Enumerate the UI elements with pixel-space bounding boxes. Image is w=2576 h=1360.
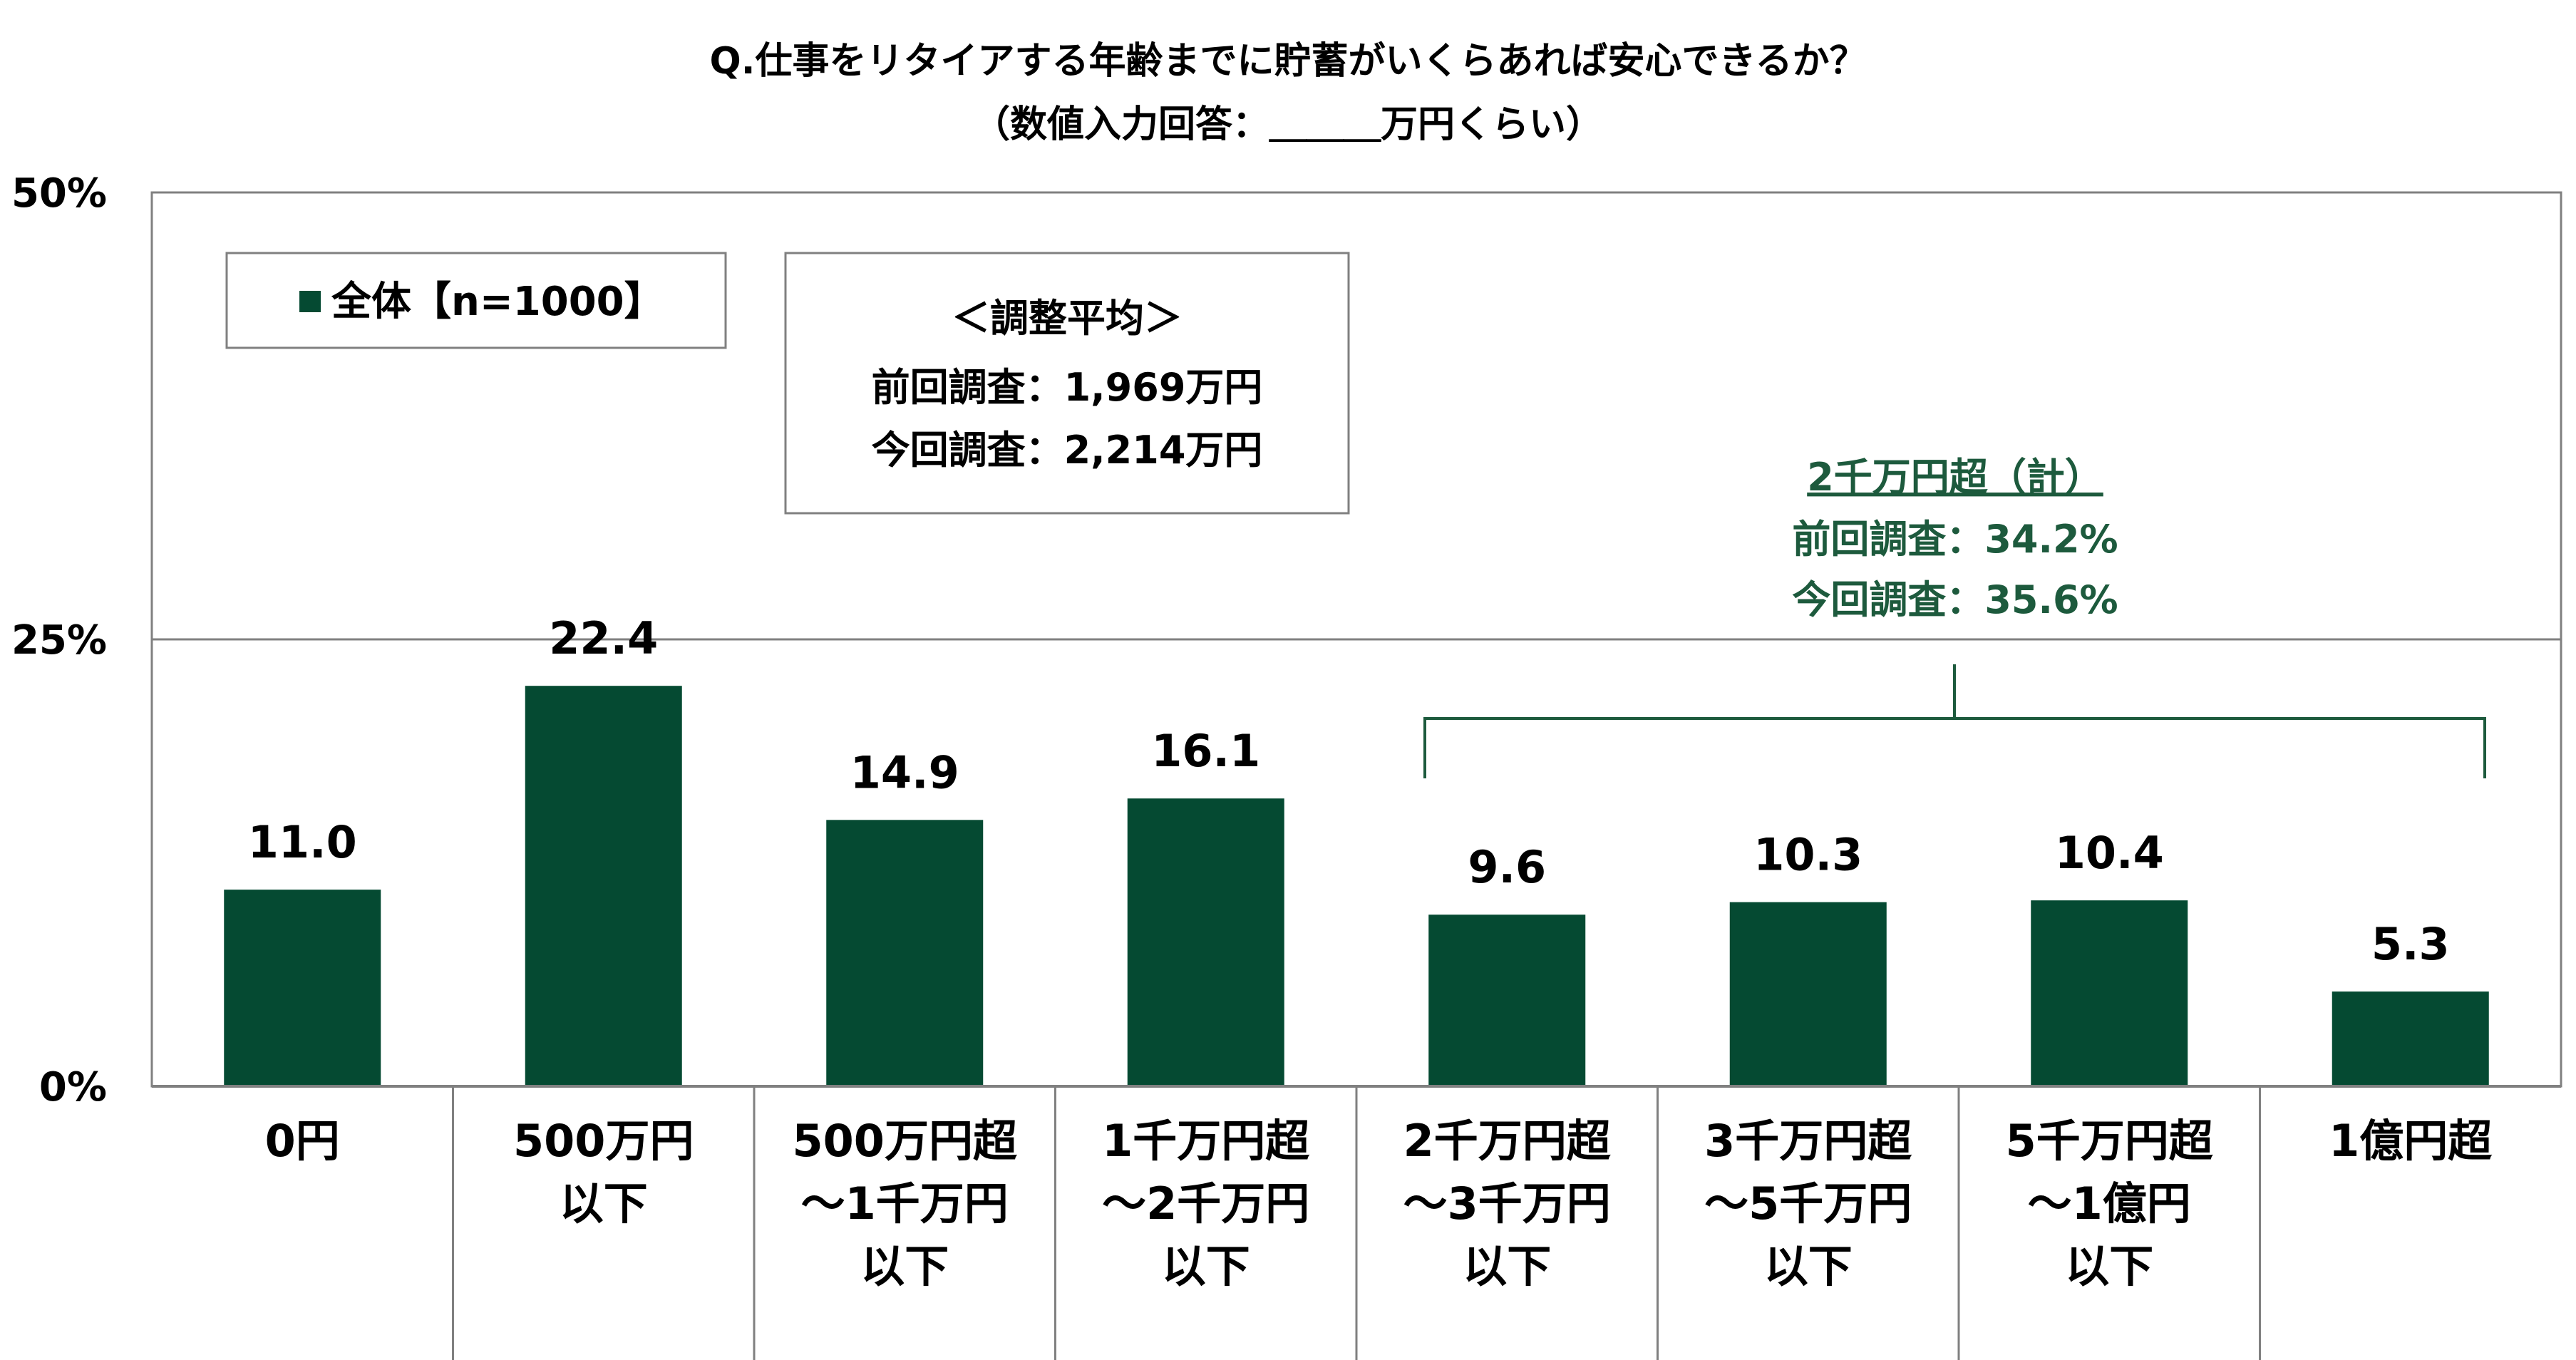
average-current: 今回調査：2,214万円 — [872, 428, 1263, 473]
category-label: 2千万円超 ～3千万円以下 — [1403, 1115, 1612, 1292]
category-label-line: 以下 — [1162, 1240, 1250, 1292]
data-label: 10.4 — [2055, 827, 2164, 879]
category-label-line: ～1千万円 — [801, 1178, 1009, 1230]
group-note-current: 今回調査：35.6% — [1792, 577, 2118, 622]
x-axis-categories: 0円 500万円以下500万円超～1千万円以下1千万円超～2千万円以下2千万円超～… — [265, 1086, 2493, 1360]
y-tick-label: 50% — [11, 170, 107, 217]
bar — [2332, 991, 2489, 1086]
data-label: 16.1 — [1151, 725, 1260, 777]
category-label-line: ～2千万円 — [1102, 1178, 1309, 1230]
category-label-line: ～3千万円 — [1403, 1178, 1611, 1230]
category-label-line: 以下 — [1764, 1240, 1853, 1292]
category-label: 5千万円超 ～1億円以下 — [2006, 1115, 2214, 1292]
bar — [1729, 902, 1887, 1086]
bar — [224, 890, 381, 1086]
group-bracket — [1423, 664, 2486, 778]
data-label: 14.9 — [850, 746, 959, 798]
bar — [2031, 900, 2188, 1086]
category-label-line: 以下 — [2065, 1240, 2153, 1292]
y-axis-ticks: 0% 25% 50% — [11, 170, 107, 1111]
category-label: 0円 — [265, 1115, 340, 1167]
category-label: 1億円超 — [2329, 1115, 2493, 1167]
data-labels: 11.0 22.4 14.9 16.1 9.6 10.3 10.4 5.3 — [248, 612, 2450, 970]
bar — [525, 686, 682, 1086]
category-label-line: ～5千万円 — [1704, 1178, 1912, 1230]
y-tick-label: 0% — [39, 1064, 107, 1111]
chart-title-line1: Q.仕事をリタイアする年齢までに貯蓄がいくらあれば安心できるか？ — [710, 40, 1867, 83]
category-label-line: 以下 — [560, 1178, 648, 1230]
category-label-line: 3千万円超 — [1704, 1115, 1912, 1167]
category-label-line: 1億円超 — [2329, 1115, 2493, 1167]
category-label-line: 500万円 — [513, 1115, 694, 1167]
category-label-line: 以下 — [860, 1240, 949, 1292]
category-label: 500万円超 ～1千万円以下 — [793, 1115, 1018, 1292]
average-box-frame — [784, 252, 1350, 515]
bar — [1127, 798, 1284, 1086]
category-label-line: 0円 — [265, 1115, 340, 1167]
legend: 全体【n=1000】 — [225, 252, 727, 349]
data-label: 9.6 — [1468, 841, 1546, 893]
chart-title-line2: （数値入力回答：＿＿＿万円くらい） — [973, 103, 1603, 146]
group-note-heading: 2千万円超（計） — [1807, 455, 2103, 500]
category-label-line: 2千万円超 — [1403, 1115, 1612, 1167]
category-label: 500万円以下 — [513, 1115, 694, 1230]
data-label: 5.3 — [2371, 918, 2450, 970]
data-label: 11.0 — [248, 816, 357, 868]
group-note: 2千万円超（計） 前回調査：34.2% 今回調査：35.6% — [1423, 455, 2486, 778]
data-label: 22.4 — [549, 612, 658, 664]
category-label: 3千万円超 ～5千万円以下 — [1704, 1115, 1912, 1292]
bar — [1428, 915, 1586, 1086]
category-label-line: ～1億円 — [2028, 1178, 2191, 1230]
legend-swatch — [299, 291, 321, 312]
category-label-line: 5千万円超 — [2006, 1115, 2214, 1167]
data-label: 10.3 — [1753, 829, 1863, 881]
average-box: ＜調整平均＞ 前回調査：1,969万円 今回調査：2,214万円 — [784, 252, 1350, 515]
y-tick-label: 25% — [11, 617, 107, 664]
category-label-line: 1千万円超 — [1102, 1115, 1310, 1167]
bar — [826, 820, 984, 1086]
average-heading: ＜調整平均＞ — [952, 296, 1183, 341]
category-label-line: 以下 — [1463, 1240, 1551, 1292]
average-previous: 前回調査：1,969万円 — [872, 365, 1263, 410]
category-label-line: 500万円超 — [793, 1115, 1018, 1167]
group-note-previous: 前回調査：34.2% — [1792, 517, 2118, 562]
category-label: 1千万円超 ～2千万円以下 — [1102, 1115, 1310, 1292]
bars — [224, 686, 2489, 1086]
legend-label: 全体【n=1000】 — [331, 279, 664, 325]
